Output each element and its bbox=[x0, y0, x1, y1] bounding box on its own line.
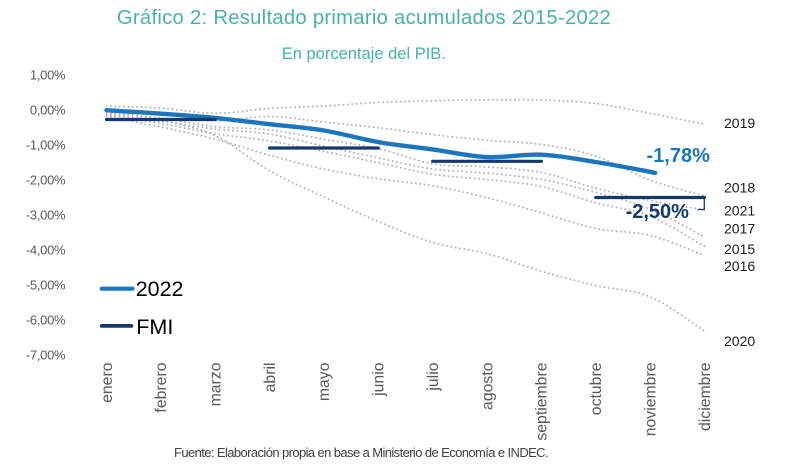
svg-text:diciembre: diciembre bbox=[697, 362, 714, 431]
svg-text:2019: 2019 bbox=[724, 115, 755, 131]
svg-text:julio: julio bbox=[425, 362, 442, 391]
svg-text:agosto: agosto bbox=[479, 362, 496, 410]
svg-text:-4,00%: -4,00% bbox=[26, 242, 66, 257]
svg-text:-5,00%: -5,00% bbox=[26, 277, 66, 292]
svg-text:mayo: mayo bbox=[316, 362, 333, 401]
svg-text:FMI: FMI bbox=[136, 315, 173, 339]
svg-text:2018: 2018 bbox=[724, 179, 755, 195]
svg-text:2017: 2017 bbox=[724, 220, 755, 236]
svg-text:2015: 2015 bbox=[724, 241, 755, 257]
svg-text:marzo: marzo bbox=[208, 362, 225, 406]
svg-text:-2,50%: -2,50% bbox=[626, 201, 690, 223]
svg-text:2022: 2022 bbox=[136, 277, 184, 301]
svg-text:Gráfico 2: Resultado primario: Gráfico 2: Resultado primario acumulados… bbox=[117, 7, 611, 29]
svg-text:0,00%: 0,00% bbox=[30, 102, 66, 117]
svg-text:septiembre: septiembre bbox=[534, 362, 551, 440]
svg-text:Fuente: Elaboración propia en: Fuente: Elaboración propia en base a Min… bbox=[174, 445, 548, 460]
svg-text:octubre: octubre bbox=[588, 362, 605, 415]
svg-text:-3,00%: -3,00% bbox=[26, 207, 66, 222]
svg-text:-7,00%: -7,00% bbox=[26, 347, 66, 362]
svg-text:-1,78%: -1,78% bbox=[647, 145, 711, 167]
svg-text:-1,00%: -1,00% bbox=[26, 137, 66, 152]
svg-text:noviembre: noviembre bbox=[642, 362, 659, 436]
svg-text:abril: abril bbox=[262, 363, 279, 393]
svg-text:2020: 2020 bbox=[724, 333, 755, 349]
svg-text:En porcentaje del PIB.: En porcentaje del PIB. bbox=[282, 45, 446, 63]
svg-text:-6,00%: -6,00% bbox=[26, 312, 66, 327]
svg-text:2016: 2016 bbox=[724, 258, 755, 274]
svg-text:-2,00%: -2,00% bbox=[26, 172, 66, 187]
svg-text:febrero: febrero bbox=[153, 362, 170, 412]
svg-text:enero: enero bbox=[99, 362, 116, 403]
svg-text:1,00%: 1,00% bbox=[30, 67, 66, 82]
svg-text:2021: 2021 bbox=[724, 202, 755, 218]
svg-text:junio: junio bbox=[371, 362, 388, 397]
